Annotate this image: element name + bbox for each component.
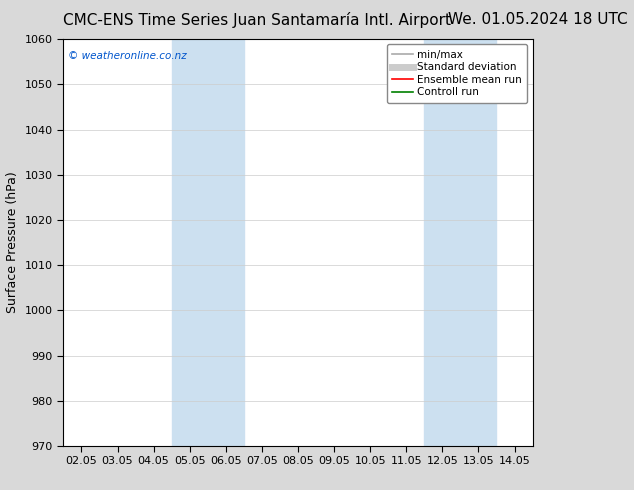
Bar: [424, 39, 496, 446]
Bar: [172, 39, 244, 446]
Text: © weatheronline.co.nz: © weatheronline.co.nz: [68, 51, 187, 61]
Text: CMC-ENS Time Series Juan Santamaría Intl. Airport: CMC-ENS Time Series Juan Santamaría Intl…: [63, 12, 451, 28]
Legend: min/max, Standard deviation, Ensemble mean run, Controll run: min/max, Standard deviation, Ensemble me…: [387, 45, 527, 102]
Y-axis label: Surface Pressure (hPa): Surface Pressure (hPa): [6, 172, 19, 314]
Text: We. 01.05.2024 18 UTC: We. 01.05.2024 18 UTC: [448, 12, 628, 27]
